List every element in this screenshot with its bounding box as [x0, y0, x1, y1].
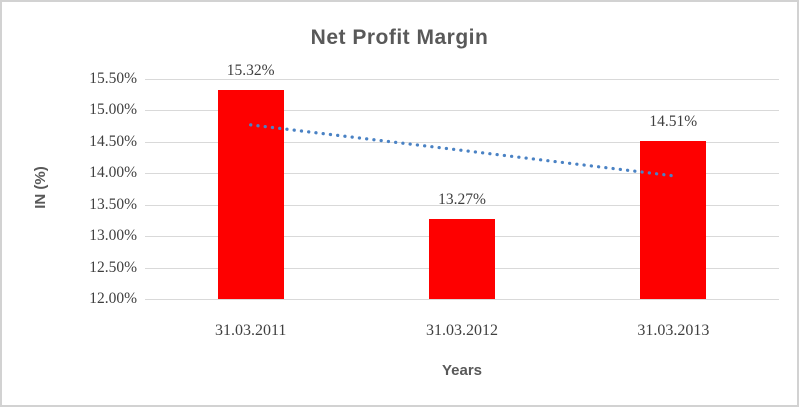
bar-31.03.2013 — [640, 141, 707, 299]
y-tick-label: 12.50% — [89, 258, 137, 276]
y-tick-label: 14.50% — [89, 132, 137, 150]
trendline — [249, 123, 675, 178]
x-tick-label: 31.03.2011 — [214, 322, 287, 339]
data-label: 14.51% — [649, 113, 698, 131]
y-tick-label: 13.00% — [89, 227, 137, 245]
gridline — [145, 79, 779, 80]
y-tick-label: 15.50% — [89, 70, 137, 87]
x-tick-label: 31.03.2013 — [637, 322, 710, 339]
x-axis-title: Years — [441, 362, 483, 379]
gridline — [145, 299, 779, 300]
gridline — [145, 204, 779, 206]
y-tick-label: 14.00% — [89, 164, 137, 182]
bar-31.03.2012 — [429, 219, 495, 299]
gridline — [145, 173, 779, 175]
data-label: 15.32% — [226, 62, 275, 80]
y-tick-label: 15.00% — [89, 101, 137, 119]
x-tick-label: 31.03.2012 — [426, 322, 498, 339]
data-label: 13.27% — [438, 191, 486, 209]
plot-area: 15.32% 13.27% 14.51% — [145, 62, 779, 300]
gridline — [145, 110, 779, 112]
chart-title: Net Profit Margin — [310, 26, 489, 49]
y-tick-label: 12.00% — [89, 290, 137, 307]
gridline — [145, 141, 779, 143]
y-tick-label: 13.50% — [89, 195, 137, 213]
trendline-dotted-line — [249, 123, 675, 178]
